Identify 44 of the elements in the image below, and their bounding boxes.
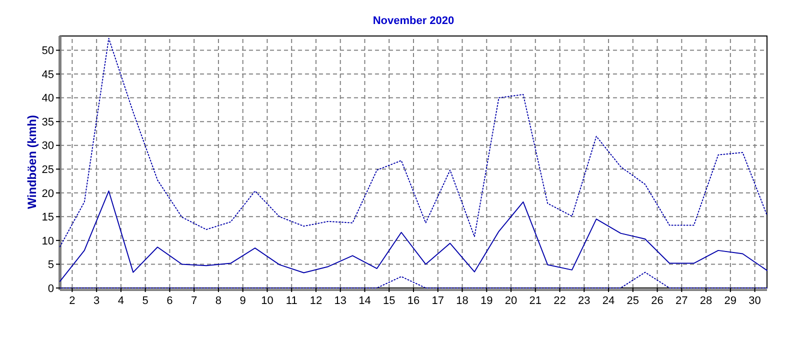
y-tick-label: 10 — [42, 235, 54, 248]
x-tick-label: 26 — [651, 295, 664, 307]
x-tick-label: 6 — [166, 295, 173, 307]
y-tick-label: 25 — [42, 164, 54, 176]
x-tick-label: 3 — [94, 295, 100, 307]
x-tick-label: 13 — [334, 295, 346, 307]
y-tick-label: 20 — [42, 188, 54, 200]
x-tick-label: 19 — [480, 295, 493, 307]
x-tick-label: 4 — [118, 295, 124, 307]
y-axis-title: Windböen (kmh) — [25, 115, 39, 209]
x-tick-label: 11 — [286, 295, 298, 307]
x-tick-label: 15 — [382, 295, 396, 307]
chart-title: November 2020 — [372, 15, 454, 27]
y-tick-label: 15 — [42, 212, 54, 224]
x-tick-label: 9 — [240, 295, 246, 307]
x-tick-label: 24 — [602, 295, 615, 307]
y-tick-label: 35 — [42, 116, 54, 128]
x-tick-label: 17 — [432, 295, 444, 307]
y-tick-label: 30 — [42, 140, 54, 152]
x-tick-label: 22 — [554, 295, 566, 307]
y-tick-label: 40 — [42, 92, 54, 105]
y-tick-label: 0 — [48, 282, 54, 295]
x-tick-label: 10 — [261, 295, 274, 307]
x-tick-label: 14 — [358, 295, 371, 307]
x-tick-label: 23 — [578, 295, 590, 307]
x-tick-label: 18 — [456, 295, 468, 307]
x-tick-label: 7 — [191, 295, 198, 307]
line-series — [60, 190, 768, 282]
y-tick-label: 50 — [42, 45, 54, 58]
x-tick-label: 8 — [215, 295, 222, 307]
x-tick-label: 21 — [529, 295, 542, 307]
x-tick-label: 29 — [724, 295, 737, 307]
x-tick-label: 16 — [407, 295, 420, 307]
y-tick-label: 5 — [48, 259, 54, 272]
x-tick-label: 5 — [142, 295, 148, 307]
line-series — [60, 38, 768, 248]
x-tick-label: 30 — [748, 295, 761, 307]
x-tick-label: 20 — [504, 295, 518, 307]
y-tick-label: 45 — [42, 68, 54, 81]
x-tick-label: 12 — [310, 295, 322, 307]
x-tick-label: 2 — [69, 295, 76, 307]
x-tick-label: 28 — [700, 295, 712, 307]
x-tick-label: 25 — [626, 295, 640, 307]
x-tick-label: 27 — [676, 295, 688, 307]
